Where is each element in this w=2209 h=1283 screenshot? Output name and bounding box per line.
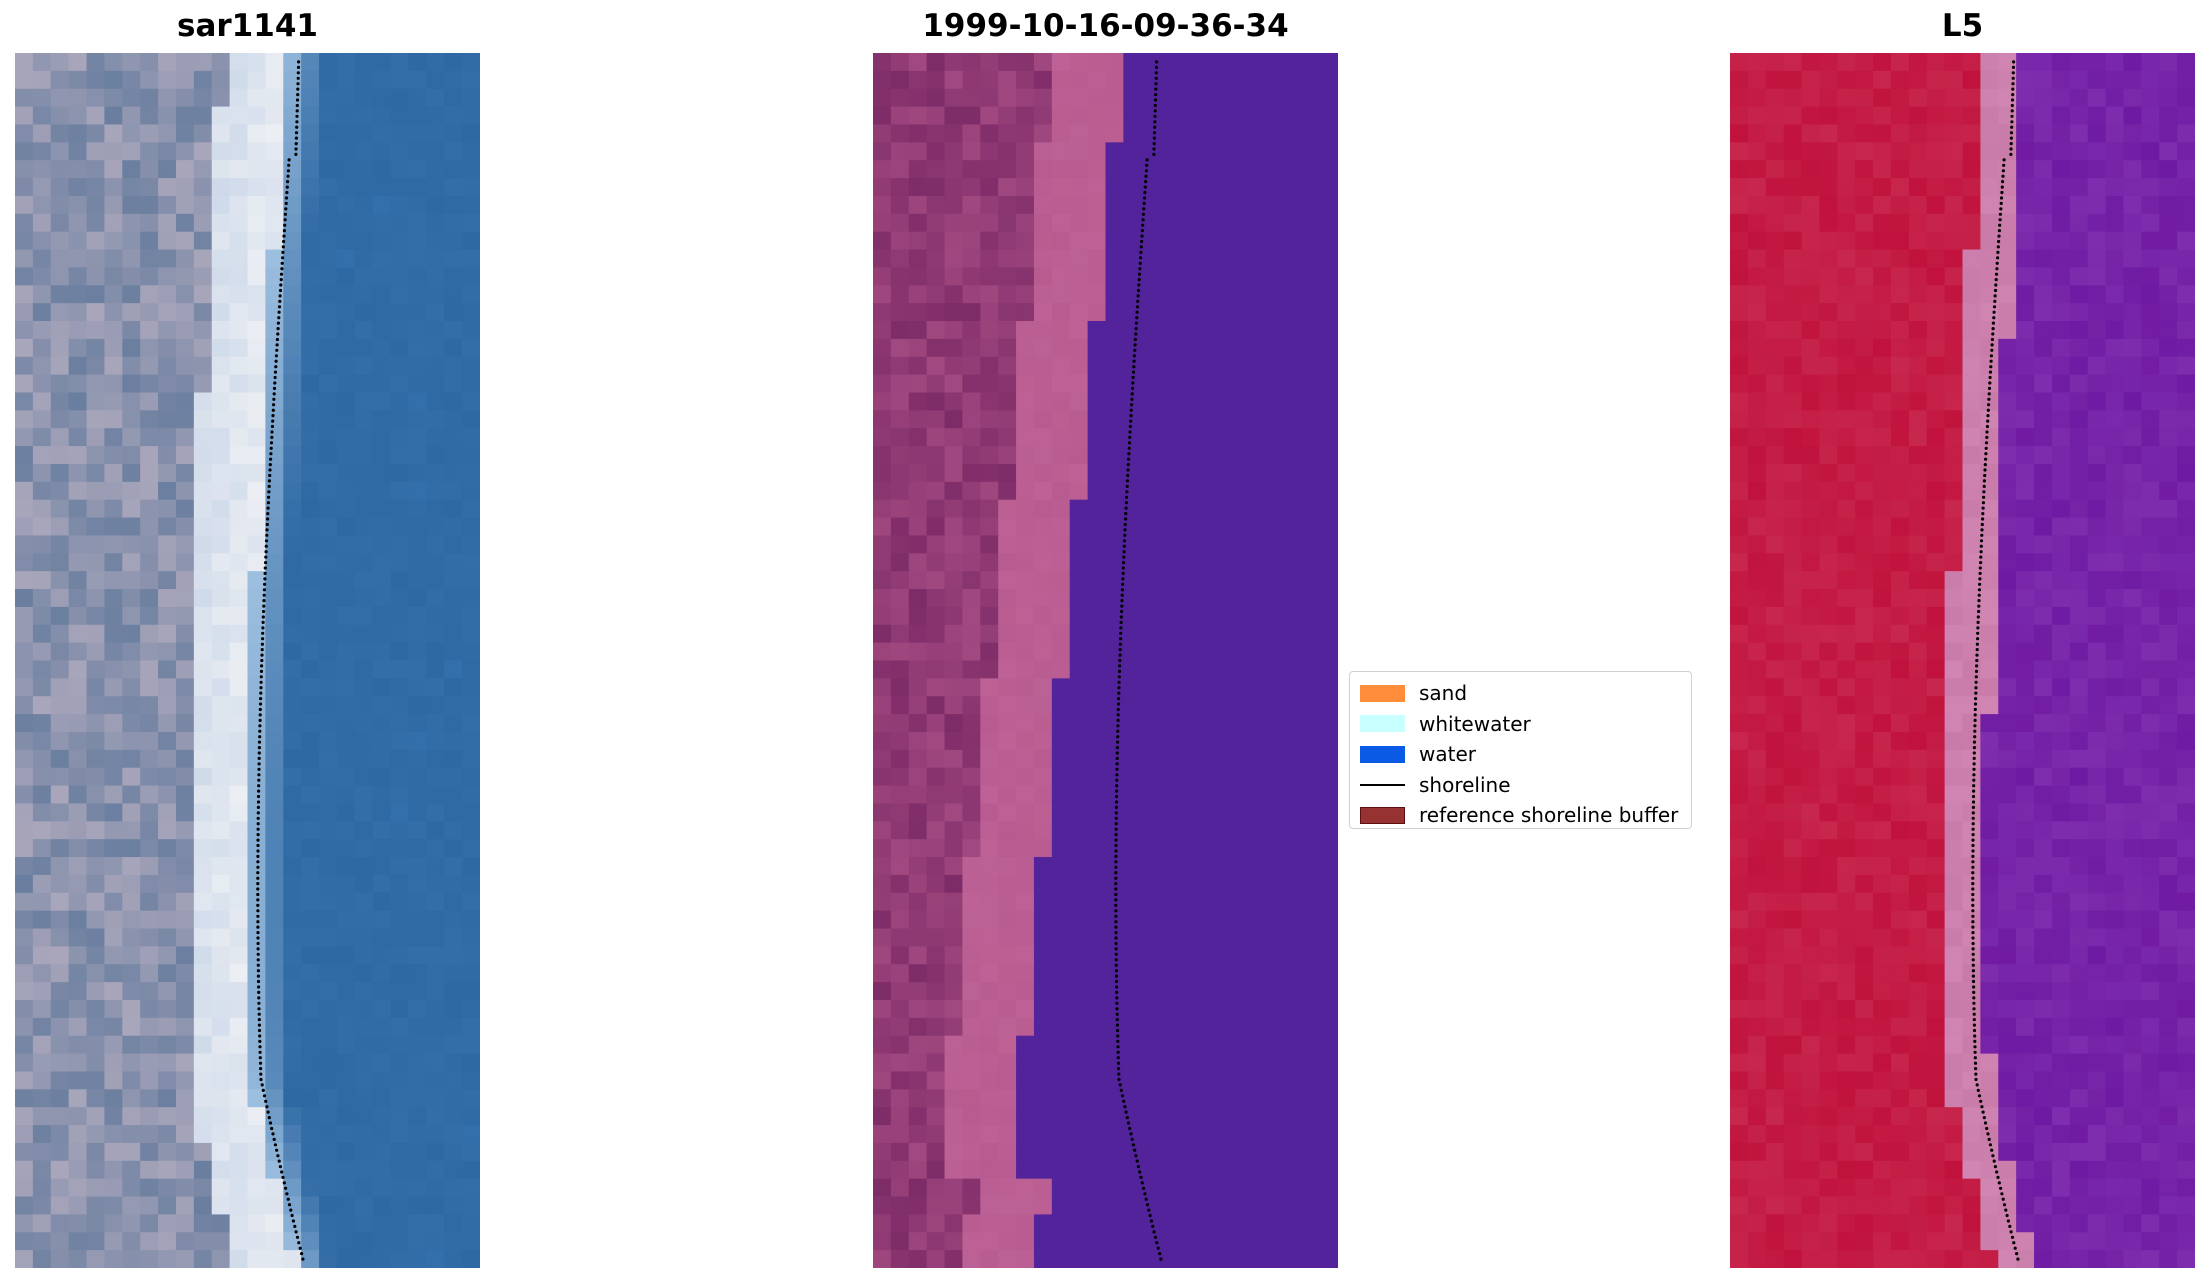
shoreline-dots — [1114, 60, 1163, 1261]
legend: sand whitewater water shoreline referenc… — [1349, 671, 1692, 829]
reference-buffer-swatch-icon — [1360, 806, 1405, 824]
water-swatch-icon — [1360, 745, 1405, 763]
legend-item-shoreline: shoreline — [1360, 770, 1681, 801]
classification-image-panel — [873, 53, 1338, 1268]
legend-label: sand — [1419, 681, 1468, 706]
legend-label: water — [1419, 742, 1476, 767]
legend-item-water: water — [1360, 739, 1681, 770]
panel-title-index: L5 — [1941, 8, 1984, 44]
legend-item-sand: sand — [1360, 678, 1681, 709]
shoreline-dots — [256, 60, 305, 1261]
index-image-panel — [1730, 53, 2195, 1268]
legend-label: whitewater — [1419, 711, 1531, 736]
legend-item-whitewater: whitewater — [1360, 709, 1681, 740]
whitewater-swatch-icon — [1360, 715, 1405, 733]
legend-label: shoreline — [1419, 772, 1511, 797]
sand-swatch-icon — [1360, 684, 1405, 702]
legend-label: reference shoreline buffer — [1419, 803, 1679, 828]
panel-title-classification: 1999-10-16-09-36-34 — [922, 8, 1289, 44]
rgb-image-panel — [15, 53, 480, 1268]
panel-title-rgb: sar1141 — [177, 8, 318, 44]
shoreline-line-icon — [1360, 783, 1405, 786]
shoreline-dots — [1971, 60, 2020, 1261]
legend-item-reference-buffer: reference shoreline buffer — [1360, 800, 1681, 831]
